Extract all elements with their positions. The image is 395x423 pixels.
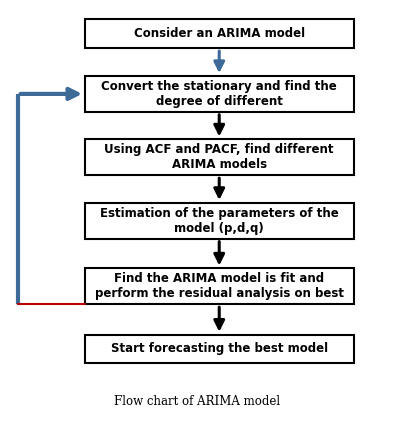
FancyBboxPatch shape — [85, 269, 354, 305]
Text: Convert the stationary and find the
degree of different: Convert the stationary and find the degr… — [102, 80, 337, 108]
FancyBboxPatch shape — [85, 19, 354, 48]
Text: Estimation of the parameters of the
model (p,d,q): Estimation of the parameters of the mode… — [100, 207, 339, 235]
FancyBboxPatch shape — [85, 76, 354, 112]
Text: Start forecasting the best model: Start forecasting the best model — [111, 343, 328, 355]
Text: Consider an ARIMA model: Consider an ARIMA model — [134, 27, 305, 40]
Text: Using ACF and PACF, find different
ARIMA models: Using ACF and PACF, find different ARIMA… — [104, 143, 334, 171]
FancyBboxPatch shape — [85, 335, 354, 363]
FancyBboxPatch shape — [85, 140, 354, 175]
Text: Flow chart of ARIMA model: Flow chart of ARIMA model — [115, 396, 280, 408]
FancyBboxPatch shape — [85, 203, 354, 239]
Text: Find the ARIMA model is fit and
perform the residual analysis on best: Find the ARIMA model is fit and perform … — [95, 272, 344, 300]
